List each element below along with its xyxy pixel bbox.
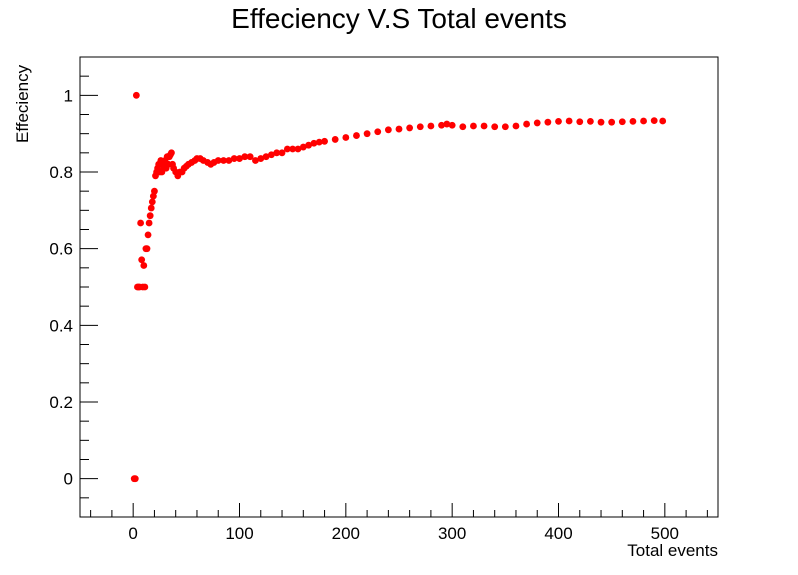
x-tick-label: 0 [128, 524, 137, 543]
data-point [587, 118, 594, 125]
data-point [214, 157, 222, 164]
data-point [144, 231, 152, 239]
data-point [533, 119, 541, 127]
data-point [131, 475, 139, 483]
data-point [384, 126, 392, 134]
data-point [659, 117, 667, 125]
data-point [138, 256, 146, 264]
y-axis-label: Effeciency [13, 64, 32, 143]
data-point [145, 219, 153, 227]
data-point [143, 245, 151, 253]
data-point [140, 262, 148, 269]
data-point [262, 153, 270, 161]
data-point [576, 118, 584, 126]
data-point [363, 130, 371, 138]
data-point [289, 145, 297, 153]
data-point [230, 155, 238, 162]
data-point [544, 118, 552, 126]
data-point [168, 149, 175, 157]
data-point [650, 117, 658, 125]
data-point [148, 198, 156, 206]
data-point [353, 132, 360, 139]
y-tick-label: 0.2 [49, 393, 73, 412]
data-point [459, 123, 467, 131]
data-point [299, 143, 307, 151]
data-point [268, 151, 275, 159]
data-point [374, 128, 382, 136]
x-tick-label: 100 [225, 524, 253, 543]
data-point [438, 121, 445, 129]
data-point [443, 120, 451, 128]
x-tick-label: 300 [438, 524, 466, 543]
data-point [241, 153, 249, 161]
data-point [480, 122, 488, 130]
data-point [406, 124, 414, 132]
data-point [427, 122, 435, 130]
data-point [491, 123, 499, 131]
data-point [608, 118, 616, 126]
data-point [565, 117, 573, 125]
data-point [629, 118, 637, 125]
data-point [597, 118, 605, 126]
x-tick-label: 500 [651, 524, 679, 543]
data-point [331, 136, 339, 143]
data-series [130, 91, 667, 483]
data-point [236, 155, 243, 162]
x-axis: 0 100 200 300 400 500 [90, 503, 708, 543]
data-point [252, 157, 259, 164]
data-point [395, 125, 403, 133]
data-point [137, 219, 145, 227]
data-point [147, 204, 155, 212]
y-tick-label: 0.6 [49, 240, 73, 259]
data-point [640, 117, 647, 125]
data-point [315, 138, 323, 146]
data-point [321, 137, 328, 145]
data-point [310, 139, 318, 147]
y-tick-label: 0 [64, 470, 73, 489]
chart-title: Effeciency V.S Total events [231, 3, 567, 34]
data-point [294, 145, 302, 153]
data-point [342, 134, 350, 141]
data-point [246, 153, 254, 161]
data-point [555, 118, 562, 125]
data-point [132, 91, 140, 99]
data-point [225, 157, 233, 164]
data-point [278, 149, 286, 157]
data-point [151, 187, 158, 195]
data-point [146, 212, 154, 220]
data-point [501, 123, 509, 131]
y-axis: 0 0.2 0.4 0.6 0.8 1 [49, 56, 98, 518]
x-axis-label: Total events [627, 541, 718, 560]
x-tick-label: 400 [544, 524, 572, 543]
x-tick-label: 200 [332, 524, 360, 543]
data-point [283, 145, 291, 153]
data-point [305, 141, 313, 149]
y-tick-label: 0.4 [49, 316, 73, 335]
data-point [618, 118, 626, 126]
data-point [141, 283, 149, 291]
data-point [470, 122, 477, 130]
data-point [512, 122, 520, 130]
data-point [257, 155, 265, 162]
data-point [416, 123, 424, 131]
y-tick-label: 0.8 [49, 163, 73, 182]
y-tick-label: 1 [64, 86, 73, 105]
data-point [273, 149, 281, 157]
data-point [220, 157, 227, 164]
data-point [448, 121, 456, 129]
data-point [523, 120, 530, 128]
